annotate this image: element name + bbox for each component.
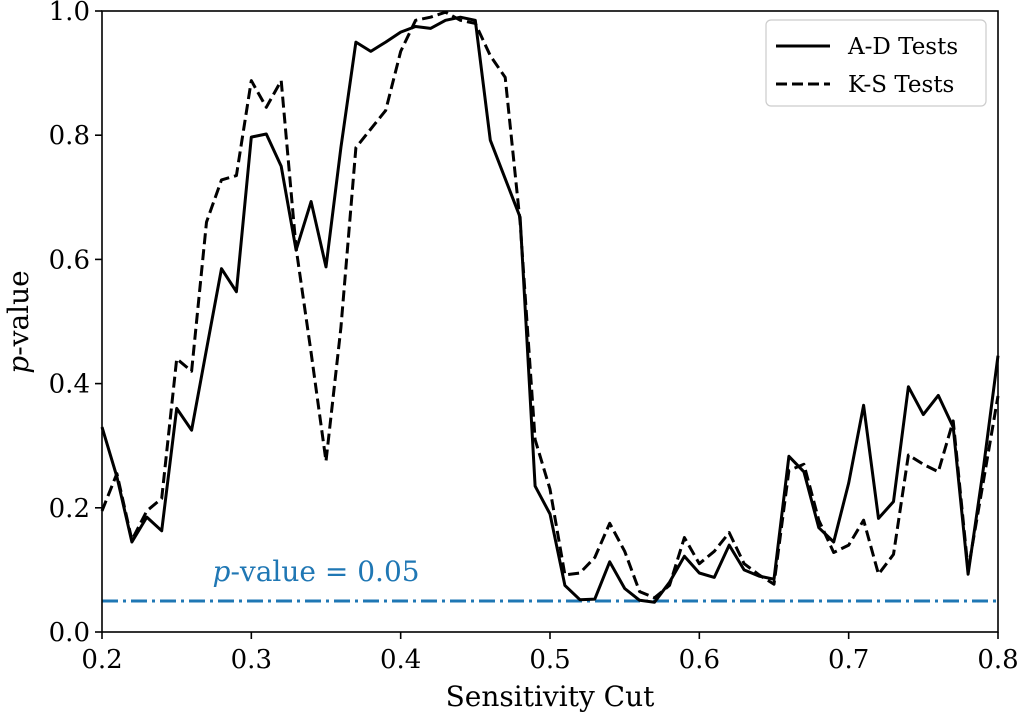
x-tick-label: 0.6	[679, 645, 720, 675]
x-tick-label: 0.8	[977, 645, 1018, 675]
legend-label-ad: A-D Tests	[847, 34, 958, 60]
y-tick-label: 0.0	[49, 618, 90, 648]
reference-label-rest: -value = 0.05	[230, 555, 419, 588]
y-tick-label: 0.4	[49, 370, 90, 400]
x-axis-label: Sensitivity Cut	[446, 680, 656, 713]
y-tick-label: 0.6	[49, 245, 90, 275]
y-tick-label: 1.0	[49, 0, 90, 27]
series-line-ks	[100, 10, 1000, 600]
legend-box	[765, 19, 987, 107]
y-tick-label: 0.8	[49, 121, 90, 151]
reference-line-label: p-value = 0.05	[213, 555, 420, 588]
x-tick-label: 0.4	[380, 645, 421, 675]
y-axis-label-italic: p	[2, 356, 35, 374]
series-line-ad	[100, 15, 1000, 604]
y-axis-label-rest: -value	[2, 270, 35, 356]
legend: A-D Tests K-S Tests	[765, 19, 987, 107]
x-tick-label: 0.2	[81, 645, 122, 675]
x-tick-label: 0.7	[828, 645, 869, 675]
legend-label-ks: K-S Tests	[848, 72, 954, 98]
x-tick-label: 0.3	[231, 645, 272, 675]
x-tick-label: 0.5	[529, 645, 570, 675]
y-tick-label: 0.2	[49, 494, 90, 524]
y-axis-label: p-value	[2, 270, 35, 373]
plot-area: 0.2 0.3 0.4 0.5 0.6 0.7 0.80.00.20.40.60.81.0	[49, 0, 1019, 675]
reference-label-italic: p	[213, 555, 231, 588]
